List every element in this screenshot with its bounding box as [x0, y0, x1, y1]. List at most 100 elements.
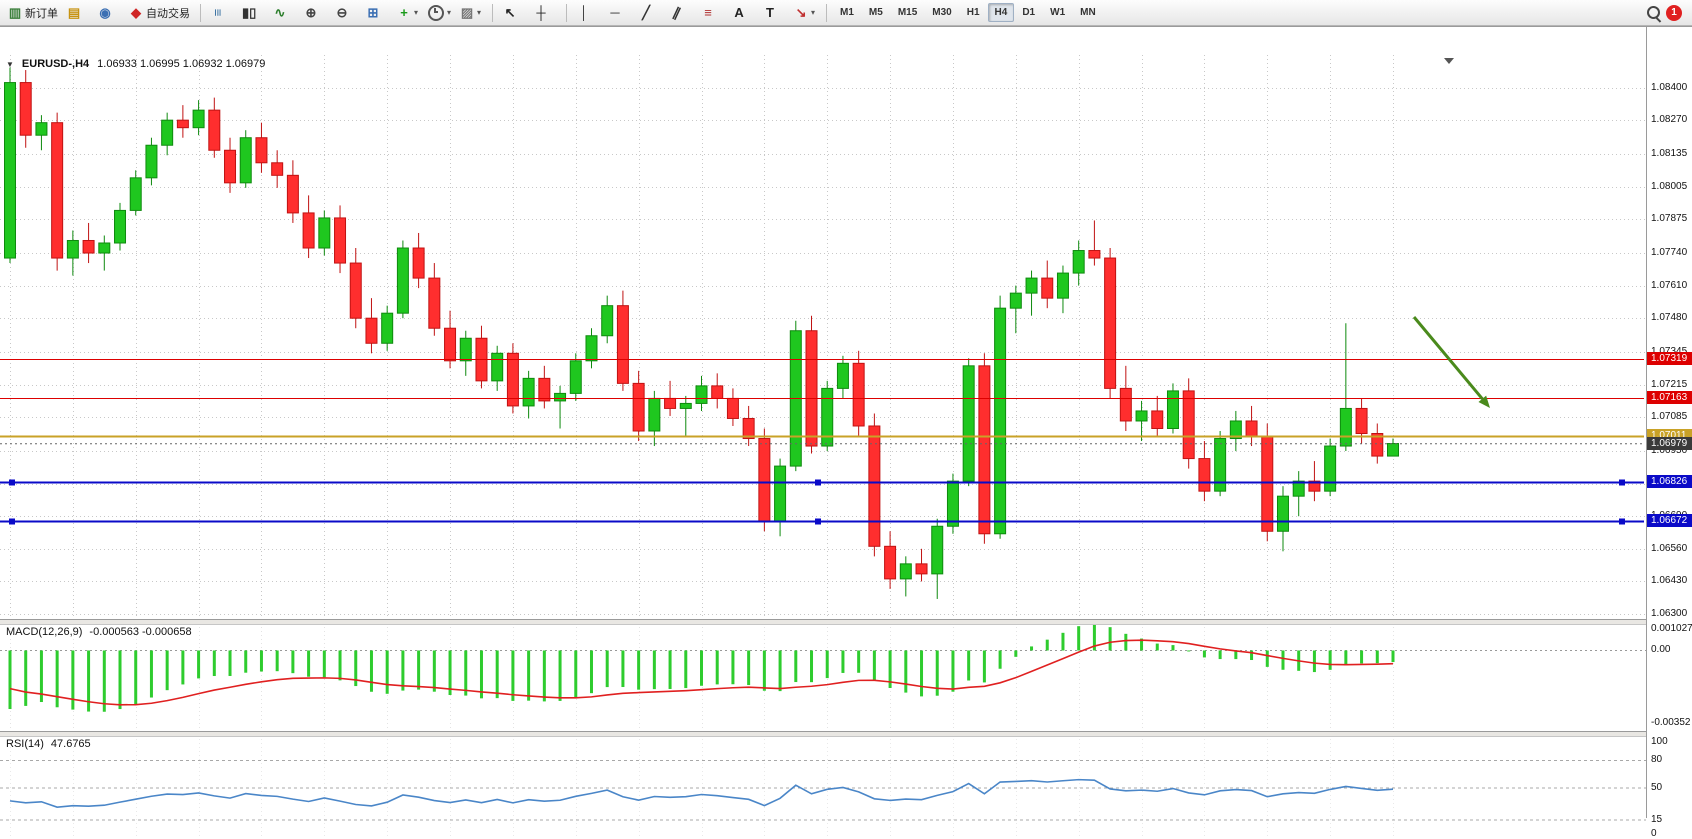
macd-values-label: -0.000563 -0.000658	[89, 626, 192, 638]
line-handle[interactable]	[1619, 479, 1625, 486]
candle	[821, 380, 834, 452]
periods-button[interactable]: ▾	[424, 1, 455, 25]
price-axis-label: 1.06950	[1651, 445, 1688, 457]
timeframe-m1[interactable]: M1	[840, 7, 854, 18]
candle	[35, 115, 48, 151]
autotrading-icon: ◆	[131, 5, 141, 20]
annotation-arrow[interactable]	[1412, 316, 1490, 408]
channel-icon: ∥	[670, 4, 684, 21]
timeframe-m30[interactable]: M30	[932, 7, 952, 18]
bar-chart-button[interactable]: ≡	[207, 1, 237, 25]
candle	[931, 518, 944, 599]
templates-button[interactable]: ▨ ▾	[456, 1, 486, 25]
candle	[224, 137, 237, 193]
price-tag: 1.06826	[1647, 475, 1692, 489]
arrows-button[interactable]: ↘ ▾	[790, 1, 820, 25]
autotrading-button[interactable]: ◆ 自动交易	[125, 1, 194, 25]
chart-window: ▼ EURUSD-,H4 1.06933 1.06995 1.06932 1.0…	[0, 26, 1692, 839]
label-button[interactable]: T	[759, 1, 789, 25]
crosshair-button[interactable]: ┼	[530, 1, 560, 25]
price-chart-canvas[interactable]	[0, 55, 1646, 619]
zoom-in-icon: ⊕	[305, 5, 317, 20]
candle	[302, 195, 315, 259]
price-axis-label: 1.08400	[1651, 81, 1688, 93]
collapse-triangle-icon[interactable]: ▼	[6, 59, 14, 69]
timeframe-h4[interactable]: H4	[987, 3, 1015, 22]
notification-badge[interactable]: 1	[1666, 4, 1682, 21]
price-axis-label: 1.07740	[1651, 247, 1688, 259]
rsi-name-label: RSI(14)	[6, 738, 44, 750]
trendline-button[interactable]: ╱	[635, 1, 665, 25]
price-axis-label: 1.07345	[1651, 347, 1687, 357]
candle	[208, 97, 221, 158]
candle	[789, 320, 802, 472]
candle	[554, 385, 567, 429]
timeframe-m5[interactable]: M5	[868, 7, 883, 18]
line-handle[interactable]	[9, 518, 15, 525]
candle	[459, 330, 472, 376]
candle	[711, 373, 724, 409]
candle	[632, 370, 645, 442]
zoom-in-button[interactable]: ⊕	[300, 1, 330, 25]
rsi-value-label: 47.6765	[50, 738, 91, 750]
panel-splitter-macd[interactable]	[0, 619, 1692, 625]
horizontal-line-button[interactable]: ─	[604, 1, 634, 25]
candle	[66, 230, 79, 276]
vertical-line-button[interactable]: │	[573, 1, 603, 25]
dropdown-caret-icon[interactable]: ▾	[414, 8, 419, 17]
rsi-grid-layer	[10, 735, 1394, 839]
community-button[interactable]: ◉	[94, 1, 124, 25]
candle	[774, 458, 787, 537]
candle	[334, 205, 347, 274]
level-lines-layer[interactable]	[0, 359, 1644, 525]
candle	[145, 137, 158, 186]
new-order-button-label: 新订单	[25, 7, 58, 20]
toolbar: ▥ 新订单 ▤ ◉ ◆ 自动交易 ≡ ▮▯ ∿ ⊕ ⊖ ⊞ + ▾ ▾ ▨ ▾ ↖ ┼ │ ─ ╱ ∥ ≡ A T ↘ ▾ M1 M5 M1…	[0, 0, 1692, 26]
vertical-line-icon: │	[579, 5, 589, 20]
line-chart-button[interactable]: ∿	[269, 1, 299, 25]
dropdown-caret-icon[interactable]: ▾	[811, 8, 816, 17]
indicators-button[interactable]: + ▾	[393, 1, 423, 25]
candle	[82, 222, 95, 264]
candle	[1104, 248, 1117, 399]
autotrading-button-label: 自动交易	[146, 7, 190, 20]
candlestick-chart-icon: ▮▯	[242, 5, 257, 20]
channel-button[interactable]: ∥	[666, 1, 696, 25]
line-handle[interactable]	[1619, 518, 1625, 525]
price-axis-label: 1.08135	[1651, 148, 1688, 159]
chart-shift-marker-icon[interactable]	[1444, 58, 1454, 64]
candle	[994, 295, 1007, 539]
candle	[349, 248, 362, 329]
candle	[695, 375, 708, 411]
dropdown-caret-icon[interactable]: ▾	[477, 8, 482, 17]
candle	[1088, 220, 1101, 266]
line-handle[interactable]	[9, 479, 15, 486]
price-axis-label: 1.06430	[1651, 575, 1688, 587]
templates-icon: ▨	[460, 5, 474, 20]
candle	[679, 395, 692, 437]
candle	[491, 345, 504, 391]
timeframe-w1[interactable]: W1	[1050, 7, 1066, 18]
toolbar-separator	[200, 3, 201, 22]
line-handle[interactable]	[815, 518, 821, 525]
charts-button[interactable]: ▤	[63, 1, 93, 25]
line-handle[interactable]	[815, 479, 821, 486]
tile-windows-button[interactable]: ⊞	[362, 1, 392, 25]
timeframe-h1[interactable]: H1	[966, 7, 980, 18]
cursor-button[interactable]: ↖	[499, 1, 529, 25]
new-order-button[interactable]: ▥ 新订单	[4, 1, 62, 25]
timeframe-m15[interactable]: M15	[897, 7, 918, 18]
fibonacci-button[interactable]: ≡	[697, 1, 727, 25]
candlestick-chart-button[interactable]: ▮▯	[238, 1, 268, 25]
dropdown-caret-icon[interactable]: ▾	[447, 8, 452, 17]
rsi-panel-canvas[interactable]	[0, 735, 1646, 839]
timeframe-d1[interactable]: D1	[1022, 7, 1036, 18]
text-button[interactable]: A	[728, 1, 758, 25]
timeframe-mn[interactable]: MN	[1080, 7, 1096, 18]
macd-panel-canvas[interactable]	[0, 623, 1646, 731]
zoom-out-button[interactable]: ⊖	[331, 1, 361, 25]
toolbar-right-group: 1	[1647, 4, 1688, 21]
search-icon[interactable]	[1647, 6, 1660, 19]
panel-splitter-rsi[interactable]	[0, 731, 1692, 737]
price-axis[interactable]: 1.08400 1.08270 1.08135 1.08005 1.07875 1.077…	[1646, 27, 1692, 839]
